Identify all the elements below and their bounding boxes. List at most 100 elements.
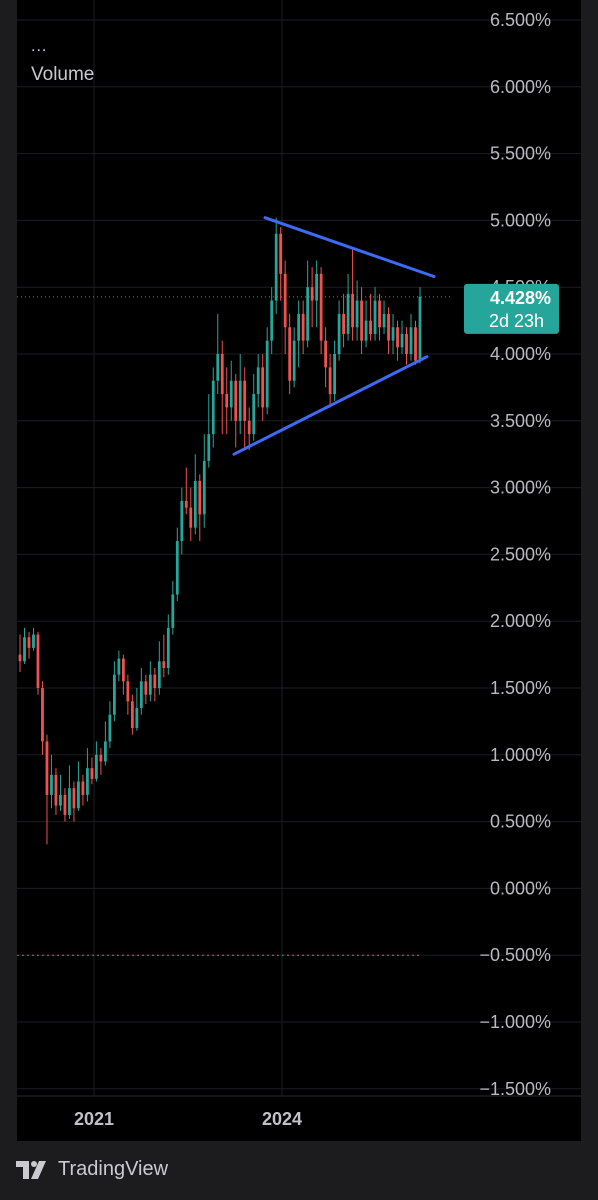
price-label-background (464, 283, 559, 334)
candle-body (166, 627, 170, 668)
y-tick-label: 2.000% (490, 611, 551, 631)
candle-body (261, 367, 265, 408)
candle-body (108, 714, 112, 742)
candle (130, 694, 134, 735)
legend-volume-label[interactable]: Volume (31, 64, 95, 85)
candlestick-chart[interactable]: 6.500%6.000%5.500%5.000%4.500%4.000%3.50… (17, 0, 581, 1141)
candle-body (153, 674, 157, 688)
candle (306, 260, 310, 348)
candle (207, 394, 211, 468)
candle (72, 781, 76, 822)
candle (81, 774, 85, 806)
candle-body (27, 637, 31, 648)
candle-body (288, 327, 292, 381)
candle-body (86, 768, 89, 795)
candle (414, 320, 417, 365)
candle-body (95, 754, 98, 779)
candle (162, 634, 166, 678)
candle-body (346, 293, 350, 334)
candle-body (126, 681, 130, 702)
candle-body (324, 340, 328, 368)
chart-panel[interactable]: 6.500%6.000%5.500%5.000%4.500%4.000%3.50… (17, 0, 581, 1141)
candle (36, 631, 40, 695)
candle (68, 765, 71, 819)
candle (184, 467, 188, 515)
candle-body (342, 313, 345, 334)
candle (243, 367, 247, 448)
candle-body (211, 380, 215, 435)
candle-body (189, 507, 193, 528)
candle-body (216, 354, 220, 381)
candle-body (315, 273, 319, 301)
candle-body (175, 541, 179, 595)
candle-body (391, 327, 395, 341)
candle (153, 667, 157, 702)
candle (301, 300, 305, 354)
brand-footer[interactable]: TradingView (16, 1156, 168, 1182)
candle (400, 320, 404, 354)
candle-body (225, 394, 229, 408)
reference-lines (17, 296, 451, 956)
y-tick-label: −1.500% (479, 1079, 551, 1099)
candle-body (360, 300, 363, 341)
candle (288, 313, 292, 395)
candle (315, 260, 319, 328)
candle (229, 360, 233, 421)
candle (283, 260, 287, 354)
y-tick-label: −0.500% (479, 945, 551, 965)
candle-body (405, 333, 408, 354)
candle-body (184, 500, 188, 508)
y-tick-label: 6.000% (490, 77, 551, 97)
candle (310, 267, 314, 328)
candle-body (171, 594, 175, 628)
candle (265, 327, 269, 415)
candle-body (162, 661, 166, 668)
candle-body (99, 754, 103, 762)
candle (135, 688, 139, 731)
candle (297, 300, 301, 368)
candle (95, 741, 98, 782)
candle-body (238, 380, 242, 421)
candle-body (130, 701, 134, 729)
candle-body (36, 634, 40, 688)
brand-name: TradingView (58, 1157, 169, 1180)
candle-body (148, 674, 152, 695)
candle-body (207, 434, 211, 461)
candle-body (59, 794, 62, 806)
candle (373, 287, 377, 341)
candle (18, 634, 22, 672)
candle-body (351, 293, 354, 328)
legend-menu-dots[interactable]: ... (31, 38, 48, 55)
y-tick-label: 3.500% (490, 411, 551, 431)
candle (324, 327, 328, 388)
y-tick-label: 4.000% (490, 344, 551, 364)
candle (247, 407, 251, 451)
candle-body (72, 788, 76, 809)
candle (409, 313, 413, 361)
candle (50, 754, 53, 809)
candle (342, 293, 345, 348)
candle (189, 487, 193, 542)
candle-body (41, 688, 44, 742)
candle-body (144, 681, 148, 695)
grid (17, 0, 581, 1097)
candle (45, 734, 49, 845)
x-tick-label: 2021 (74, 1109, 114, 1129)
candle (117, 650, 121, 682)
candle (216, 313, 220, 395)
trendline-upper[interactable] (263, 216, 436, 279)
candle-body (265, 340, 269, 408)
candle (337, 300, 341, 361)
candle (234, 374, 238, 448)
candle-body (378, 300, 381, 328)
candle (23, 627, 26, 664)
y-tick-label: 6.500% (490, 10, 551, 30)
candle-body (283, 273, 287, 328)
trendline-lower[interactable] (232, 355, 429, 456)
candle-body (23, 637, 26, 662)
candle-body (104, 741, 107, 762)
candle-body (337, 313, 341, 354)
candle (328, 354, 332, 408)
candle-body (68, 788, 71, 815)
candle (369, 293, 372, 341)
